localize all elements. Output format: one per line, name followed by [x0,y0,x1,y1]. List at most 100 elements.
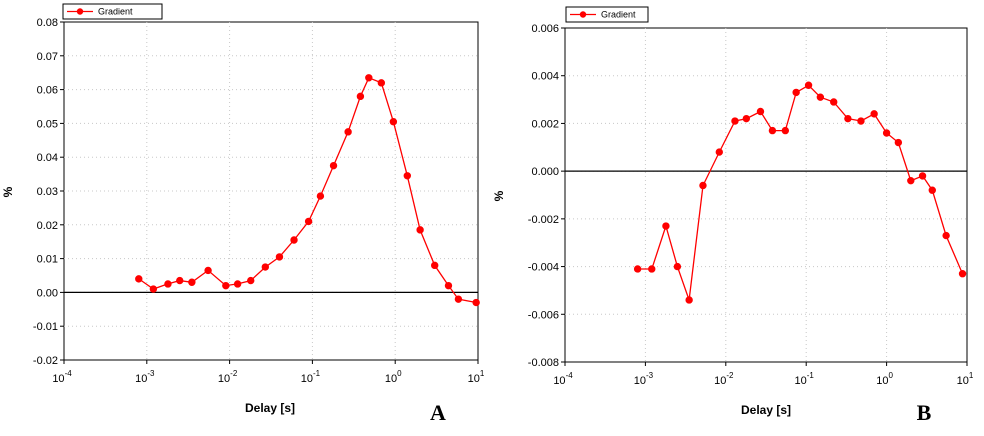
x-tick-exponent: -1 [807,371,815,380]
chart-panel-B: -0.008 -0.006 -0.004 -0.002 0.000 0.002 0.004 0… [492,6,974,425]
data-point [958,270,967,278]
data-point [928,186,936,194]
data-point [942,231,950,240]
y-tick-label: -0.002 [528,214,559,226]
data-point [792,88,800,97]
x-tick-exponent: -4 [65,369,73,378]
x-tick-base: 10 [957,375,969,387]
data-point [742,114,751,123]
data-point [882,129,891,137]
x-tick-label: 10-2 [714,371,734,387]
legend-marker [76,8,84,15]
data-point [316,192,325,200]
y-axis-label: % [1,186,15,197]
data-point [261,263,270,271]
x-tick-base: 10 [218,373,230,385]
data-point [233,280,242,288]
y-tick-label: 0.000 [531,166,559,178]
data-point [344,128,352,136]
y-tick-label: 0.07 [37,51,58,63]
x-tick-base: 10 [385,373,397,385]
data-point [365,74,373,82]
y-tick-label: 0.06 [37,85,58,97]
data-point [870,110,878,118]
y-tick-label: -0.004 [528,262,559,274]
y-tick-label: -0.02 [33,355,58,367]
data-point [472,298,480,307]
x-tick-exponent: -2 [230,369,238,378]
data-point [918,172,927,180]
y-axis-label: % [492,190,506,201]
data-point [444,281,453,290]
x-tick-label: 10-1 [795,371,815,387]
x-tick-label: 10-2 [218,369,238,385]
data-point [389,118,398,126]
data-point [662,222,670,230]
data-point [830,98,838,106]
data-point [907,176,915,185]
legend-marker [579,11,587,18]
data-point [685,296,693,304]
data-point [731,117,739,125]
y-tick-label: -0.01 [33,321,58,333]
y-tick-label: 0.01 [37,254,58,266]
data-point [857,117,865,125]
x-tick-exponent: 1 [480,369,485,378]
y-tick-label: 0.03 [37,186,58,198]
data-point [149,285,158,293]
x-tick-base: 10 [634,375,646,387]
chart-panel-A: -0.02 -0.01 0.00 0.01 0.02 0.03 0.04 0.05 0.06 0.… [1,3,485,425]
y-tick-label: 0.02 [37,220,58,232]
y-tick-label: -0.006 [528,309,559,321]
data-point [844,114,852,123]
data-point [247,276,255,285]
data-point [416,226,424,234]
data-point [715,148,723,156]
data-point [329,161,338,170]
x-tick-exponent: -1 [313,369,321,378]
x-tick-base: 10 [714,375,726,387]
x-tick-base: 10 [553,375,565,387]
data-point [290,236,298,244]
data-point [204,266,212,275]
data-point [781,126,790,135]
x-tick-exponent: 0 [397,369,402,378]
x-tick-base: 10 [795,375,807,387]
x-tick-base: 10 [468,373,480,385]
data-point [403,172,411,180]
y-tick-label: 0.08 [37,17,58,29]
x-tick-label: 10-4 [52,369,72,385]
x-tick-label: 100 [876,371,893,387]
data-point [768,126,777,135]
plot-area [564,27,968,363]
x-axis-label: Delay [s] [741,403,791,417]
x-tick-exponent: -2 [726,371,734,380]
data-point [164,280,172,288]
x-tick-exponent: -4 [566,371,574,380]
x-tick-label: 101 [468,369,485,385]
y-tick-label: 0.004 [531,71,559,83]
x-tick-label: 101 [957,371,974,387]
data-point [275,253,284,261]
x-tick-label: 10-3 [135,369,155,385]
data-point [673,262,682,271]
y-tick-label: -0.008 [528,357,559,369]
plot-area [63,21,479,361]
x-axis-label: Delay [s] [245,401,295,415]
y-tick-label: 0.006 [531,23,559,35]
data-point [377,79,386,87]
legend-label: Gradient [98,7,133,17]
x-tick-label: 100 [385,369,402,385]
x-tick-base: 10 [876,375,888,387]
x-tick-exponent: 1 [969,371,974,380]
data-point [756,107,765,116]
data-point [633,265,642,273]
legend-box [565,6,649,23]
data-point [894,138,903,147]
data-point [222,281,230,290]
data-point [454,295,463,303]
y-tick-label: 0.00 [37,287,58,299]
data-point [699,181,707,190]
y-tick-label: 0.002 [531,118,559,130]
